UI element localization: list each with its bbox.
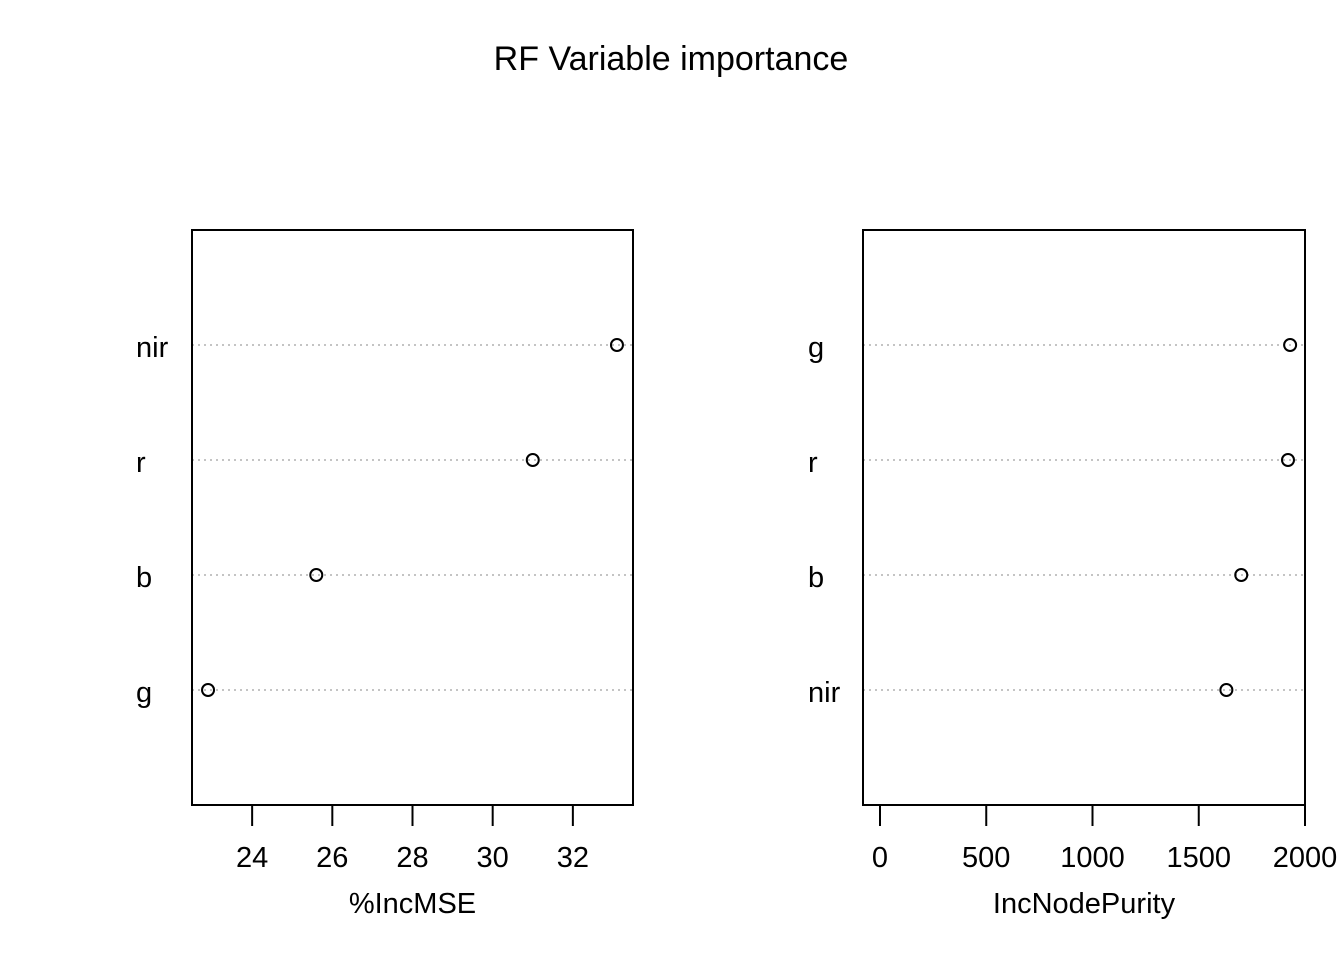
x-tick-label: 30 xyxy=(477,842,509,874)
category-label: r xyxy=(808,447,818,479)
x-tick-label: 500 xyxy=(962,842,1010,874)
x-tick-label: 0 xyxy=(872,842,888,874)
x-tick-label: 24 xyxy=(236,842,268,874)
data-point xyxy=(201,683,216,697)
category-label: g xyxy=(136,677,152,709)
x-tick-label: 1500 xyxy=(1166,842,1231,874)
data-point xyxy=(609,338,624,352)
x-axis-label: %IncMSE xyxy=(349,888,476,920)
category-label: r xyxy=(136,447,146,479)
x-tick-label: 28 xyxy=(396,842,428,874)
category-label: g xyxy=(808,332,824,364)
data-point xyxy=(1234,568,1249,582)
data-point xyxy=(525,453,540,467)
panel-incmse: nir r b g 24 26 28 30 32 %IncMSE xyxy=(136,229,634,920)
data-point xyxy=(1283,338,1298,352)
plot-frame xyxy=(862,229,1306,806)
x-tick-label: 26 xyxy=(316,842,348,874)
category-label: b xyxy=(808,562,824,594)
chart-title: RF Variable importance xyxy=(494,40,849,78)
x-tick-label: 32 xyxy=(557,842,589,874)
panel-incnodepurity: g r b nir 0 500 1000 1500 2000 IncNodePurity xyxy=(808,229,1338,920)
data-point xyxy=(1219,683,1234,697)
category-label: nir xyxy=(136,332,169,364)
x-axis-label: IncNodePurity xyxy=(993,888,1176,920)
x-tick-label: 1000 xyxy=(1060,842,1125,874)
x-tick-label: 2000 xyxy=(1273,842,1338,874)
data-point xyxy=(309,568,324,582)
plot-frame xyxy=(191,229,634,806)
category-label: nir xyxy=(808,677,841,709)
data-point xyxy=(1281,453,1295,467)
category-label: b xyxy=(136,562,152,594)
